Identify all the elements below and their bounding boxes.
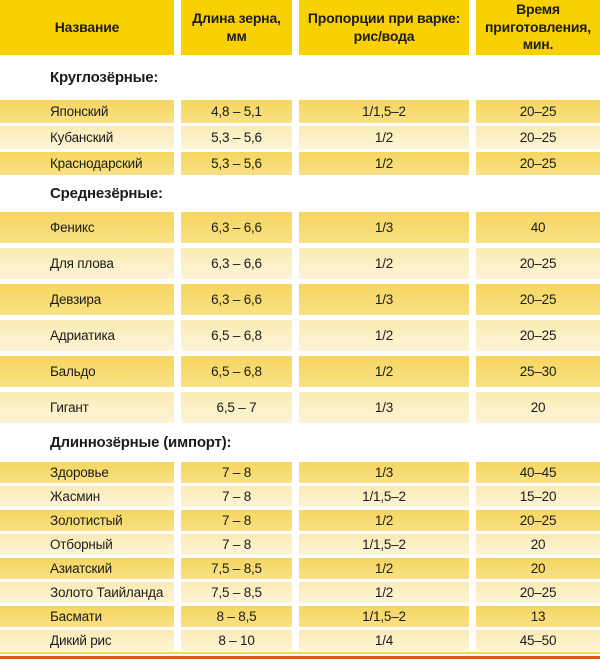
table-cell: 1/1,5–2 xyxy=(299,534,469,555)
table-row: Отборный 7 – 8 1/1,5–2 20 xyxy=(0,534,600,555)
table-cell: 20–25 xyxy=(476,152,600,175)
table-cell: 7 – 8 xyxy=(181,510,292,531)
table-row: Жасмин 7 – 8 1/1,5–2 15–20 xyxy=(0,486,600,507)
table-section: Круглозёрные: Японский 4,8 – 5,1 1/1,5–2 20–… xyxy=(0,55,600,175)
cell-rice-name: Японский xyxy=(0,100,174,123)
table-cell: 1/1,5–2 xyxy=(299,486,469,507)
table-cell: 1/3 xyxy=(299,284,469,315)
table-row: Здоровье 7 – 8 1/3 40–45 xyxy=(0,462,600,483)
table-cell: 6,3 – 6,6 xyxy=(181,284,292,315)
cell-rice-name: Кубанский xyxy=(0,126,174,149)
table-cell: 20–25 xyxy=(476,248,600,279)
cell-rice-name: Здоровье xyxy=(0,462,174,483)
table-cell: 1/3 xyxy=(299,462,469,483)
table-cell: 20 xyxy=(476,558,600,579)
table-cell: 6,5 – 6,8 xyxy=(181,356,292,387)
section-label: Среднезёрные: xyxy=(0,175,600,212)
cell-rice-name: Гигант xyxy=(0,392,174,423)
table-cell: 1/4 xyxy=(299,630,469,651)
table-row: Дикий рис 8 – 10 1/4 45–50 xyxy=(0,630,600,651)
table-cell: 20–25 xyxy=(476,510,600,531)
table-cell: 1/2 xyxy=(299,248,469,279)
table-cell: 20 xyxy=(476,392,600,423)
table-row: Гигант 6,5 – 7 1/3 20 xyxy=(0,392,600,423)
table-cell: 6,5 – 6,8 xyxy=(181,320,292,351)
table-row: Азиатский 7,5 – 8,5 1/2 20 xyxy=(0,558,600,579)
column-header-grain-length: Длина зерна, мм xyxy=(181,0,292,55)
table-cell: 1/2 xyxy=(299,126,469,149)
table-cell: 20–25 xyxy=(476,284,600,315)
cell-rice-name: Жасмин xyxy=(0,486,174,507)
table-cell: 8 – 8,5 xyxy=(181,606,292,627)
column-header-name: Название xyxy=(0,0,174,55)
table-cell: 7,5 – 8,5 xyxy=(181,582,292,603)
table-cell: 1/2 xyxy=(299,582,469,603)
table-row: Басмати 8 – 8,5 1/1,5–2 13 xyxy=(0,606,600,627)
column-header-proportions: Пропорции при варке: рис/вода xyxy=(299,0,469,55)
table-cell: 1/1,5–2 xyxy=(299,606,469,627)
table-cell: 1/2 xyxy=(299,510,469,531)
bottom-accent-line xyxy=(0,651,600,659)
table-cell: 6,3 – 6,6 xyxy=(181,248,292,279)
table-cell: 1/1,5–2 xyxy=(299,100,469,123)
table-row: Золото Таийланда 7,5 – 8,5 1/2 20–25 xyxy=(0,582,600,603)
table-cell: 1/2 xyxy=(299,356,469,387)
cell-rice-name: Басмати xyxy=(0,606,174,627)
table-row: Адриатика 6,5 – 6,8 1/2 20–25 xyxy=(0,320,600,351)
table-section: Среднезёрные: Феникс 6,3 – 6,6 1/3 40 Для пло… xyxy=(0,175,600,423)
cell-rice-name: Адриатика xyxy=(0,320,174,351)
table-cell: 1/3 xyxy=(299,392,469,423)
table-row: Японский 4,8 – 5,1 1/1,5–2 20–25 xyxy=(0,100,600,123)
cell-rice-name: Краснодарский xyxy=(0,152,174,175)
cell-rice-name: Азиатский xyxy=(0,558,174,579)
table-cell: 1/2 xyxy=(299,558,469,579)
cell-rice-name: Золотистый xyxy=(0,510,174,531)
section-label: Длиннозёрные (импорт): xyxy=(0,423,600,462)
table-row: Кубанский 5,3 – 5,6 1/2 20–25 xyxy=(0,126,600,149)
cell-rice-name: Дикий рис xyxy=(0,630,174,651)
table-cell: 15–20 xyxy=(476,486,600,507)
table-cell: 1/3 xyxy=(299,212,469,243)
table-cell: 4,8 – 5,1 xyxy=(181,100,292,123)
table-cell: 40 xyxy=(476,212,600,243)
table-section: Длиннозёрные (импорт): Здоровье 7 – 8 1/3 40… xyxy=(0,423,600,651)
cell-rice-name: Феникс xyxy=(0,212,174,243)
table-cell: 1/2 xyxy=(299,320,469,351)
section-label: Круглозёрные: xyxy=(0,55,600,100)
column-header-cook-time: Время приготовления, мин. xyxy=(476,0,600,55)
table-body: Круглозёрные: Японский 4,8 – 5,1 1/1,5–2 20–… xyxy=(0,55,600,651)
table-cell: 7 – 8 xyxy=(181,486,292,507)
cell-rice-name: Бальдо xyxy=(0,356,174,387)
table-cell: 45–50 xyxy=(476,630,600,651)
table-row: Золотистый 7 – 8 1/2 20–25 xyxy=(0,510,600,531)
table-row: Бальдо 6,5 – 6,8 1/2 25–30 xyxy=(0,356,600,387)
cell-rice-name: Для плова xyxy=(0,248,174,279)
table-cell: 20–25 xyxy=(476,126,600,149)
table-cell: 40–45 xyxy=(476,462,600,483)
table-cell: 20–25 xyxy=(476,320,600,351)
cell-rice-name: Золото Таийланда xyxy=(0,582,174,603)
table-row: Феникс 6,3 – 6,6 1/3 40 xyxy=(0,212,600,243)
table-cell: 7 – 8 xyxy=(181,534,292,555)
table-row: Для плова 6,3 – 6,6 1/2 20–25 xyxy=(0,248,600,279)
table-cell: 25–30 xyxy=(476,356,600,387)
cell-rice-name: Отборный xyxy=(0,534,174,555)
table-cell: 20 xyxy=(476,534,600,555)
table-cell: 20–25 xyxy=(476,100,600,123)
table-cell: 8 – 10 xyxy=(181,630,292,651)
table-header-row: Название Длина зерна, мм Пропорции при в… xyxy=(0,0,600,55)
table-cell: 5,3 – 5,6 xyxy=(181,152,292,175)
table-row: Девзира 6,3 – 6,6 1/3 20–25 xyxy=(0,284,600,315)
table-cell: 5,3 – 5,6 xyxy=(181,126,292,149)
table-cell: 20–25 xyxy=(476,582,600,603)
table-row: Краснодарский 5,3 – 5,6 1/2 20–25 xyxy=(0,152,600,175)
cell-rice-name: Девзира xyxy=(0,284,174,315)
table-cell: 7 – 8 xyxy=(181,462,292,483)
table-cell: 7,5 – 8,5 xyxy=(181,558,292,579)
table-cell: 6,5 – 7 xyxy=(181,392,292,423)
table-cell: 6,3 – 6,6 xyxy=(181,212,292,243)
table-cell: 13 xyxy=(476,606,600,627)
table-cell: 1/2 xyxy=(299,152,469,175)
